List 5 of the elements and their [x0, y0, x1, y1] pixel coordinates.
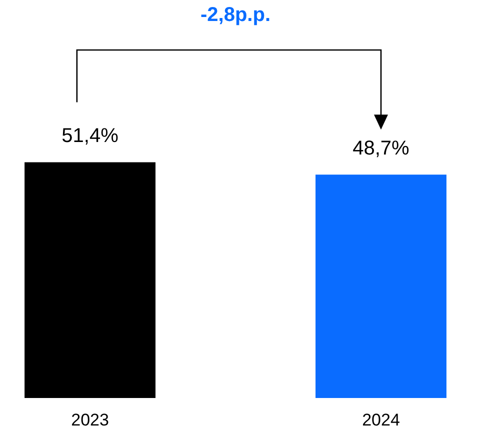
- data-label: 51,4%: [62, 125, 119, 148]
- data-label: 48,7%: [352, 138, 410, 160]
- x-tick-label: 2023: [71, 410, 109, 430]
- text: -2,8p.p.: [200, 4, 271, 26]
- x-tick-label: 2024: [362, 410, 400, 430]
